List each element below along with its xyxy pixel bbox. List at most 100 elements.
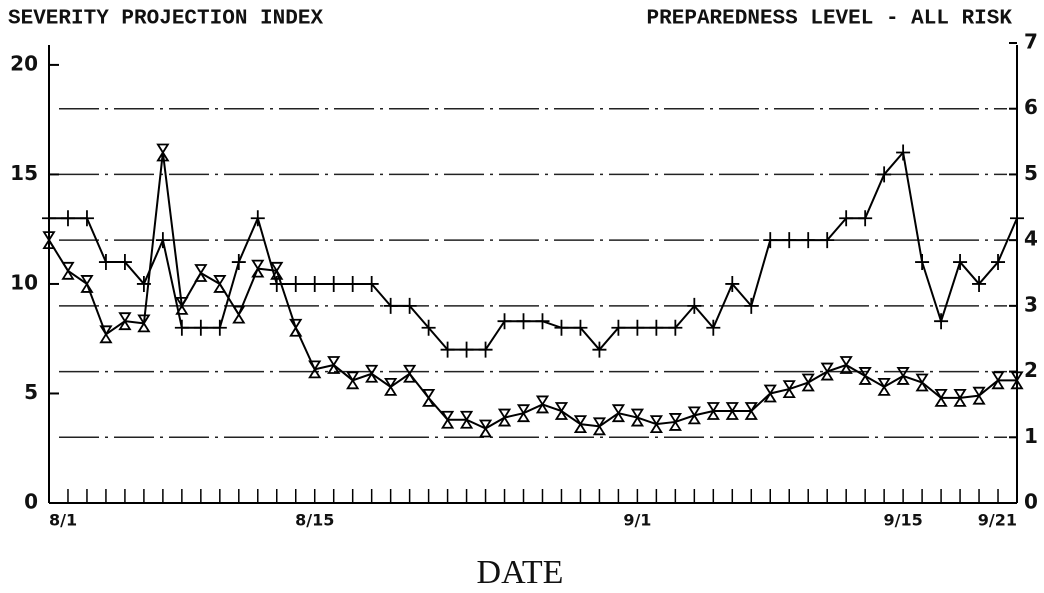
marker [763,384,777,403]
marker [497,408,512,427]
marker [554,319,569,336]
marker [327,356,341,374]
y2-tick-label: 7 [1024,30,1038,54]
marker [934,313,949,330]
marker [459,341,474,358]
marker [326,275,341,292]
marker [288,275,303,292]
marker [402,297,417,314]
marker [953,254,968,271]
marker [573,415,588,434]
y-tick-label: 5 [24,380,38,404]
marker [194,264,208,282]
marker [877,378,891,396]
marker [174,319,189,336]
marker [1010,210,1024,227]
series-line [48,152,1017,430]
y2-tick-label: 3 [1024,292,1038,316]
marker [744,297,759,314]
x-tick-label: 8/15 [295,511,334,530]
y2-tick-label: 0 [1024,490,1038,514]
marker [117,254,132,271]
marker [440,341,455,358]
chart-title: SEVERITY PROJECTION INDEX [8,8,323,31]
x-axis-label: DATE [477,554,564,591]
marker [383,297,398,314]
x-tick-label: 8/1 [49,511,77,530]
marker [839,356,853,374]
marker [706,402,720,420]
marker [573,319,588,336]
marker [535,395,550,414]
marker [820,362,834,381]
marker [687,406,701,425]
marker [915,254,930,271]
marker [421,388,436,407]
marker [592,417,607,436]
marker [478,341,493,358]
marker [516,313,531,330]
marker [307,275,322,292]
marker [858,367,872,385]
marker [725,402,739,420]
y-tick-label: 20 [10,51,38,75]
marker [516,404,531,423]
marker [782,232,797,249]
marker [820,232,835,249]
marker [668,413,682,431]
marker [858,210,873,227]
marker [554,402,569,420]
marker [270,261,284,280]
marker [649,319,664,336]
marker [592,341,607,358]
marker [649,415,663,434]
marker [308,360,322,379]
marker [896,367,910,385]
marker [459,410,474,429]
marker [156,143,170,162]
marker [137,314,151,333]
y2-tick-label: 1 [1024,424,1038,448]
marker [991,254,1006,271]
marker [877,166,892,183]
marker [365,364,379,383]
marker [725,275,740,292]
marker [42,231,56,250]
marker [384,378,398,396]
series-line [49,150,1018,352]
marker [763,232,778,249]
marker [991,371,1005,390]
marker [289,318,303,337]
marker [99,325,113,344]
y2-tick-label: 2 [1024,358,1038,382]
marker [345,275,360,292]
chart-title-right: PREPAREDNESS LEVEL - ALL RISK [647,8,1013,31]
marker [364,275,379,292]
marker [175,296,189,315]
y-tick-label: 10 [10,270,38,294]
marker [403,364,417,383]
marker [611,404,626,423]
marker [478,419,493,438]
marker [972,275,987,292]
marker [782,380,796,398]
marker [668,319,683,336]
marker [346,371,360,390]
marker [611,319,626,336]
marker [251,259,265,278]
marker [61,261,75,280]
marker [232,305,246,324]
marker [42,210,56,227]
x-tick-label: 9/15 [883,511,922,530]
marker [706,319,721,336]
marker [98,254,113,271]
marker [839,210,854,227]
marker [213,275,227,293]
marker [535,313,550,330]
y-tick-label: 0 [24,490,38,514]
marker [80,275,94,293]
marker [934,388,948,407]
marker [250,210,265,227]
marker [79,210,94,227]
